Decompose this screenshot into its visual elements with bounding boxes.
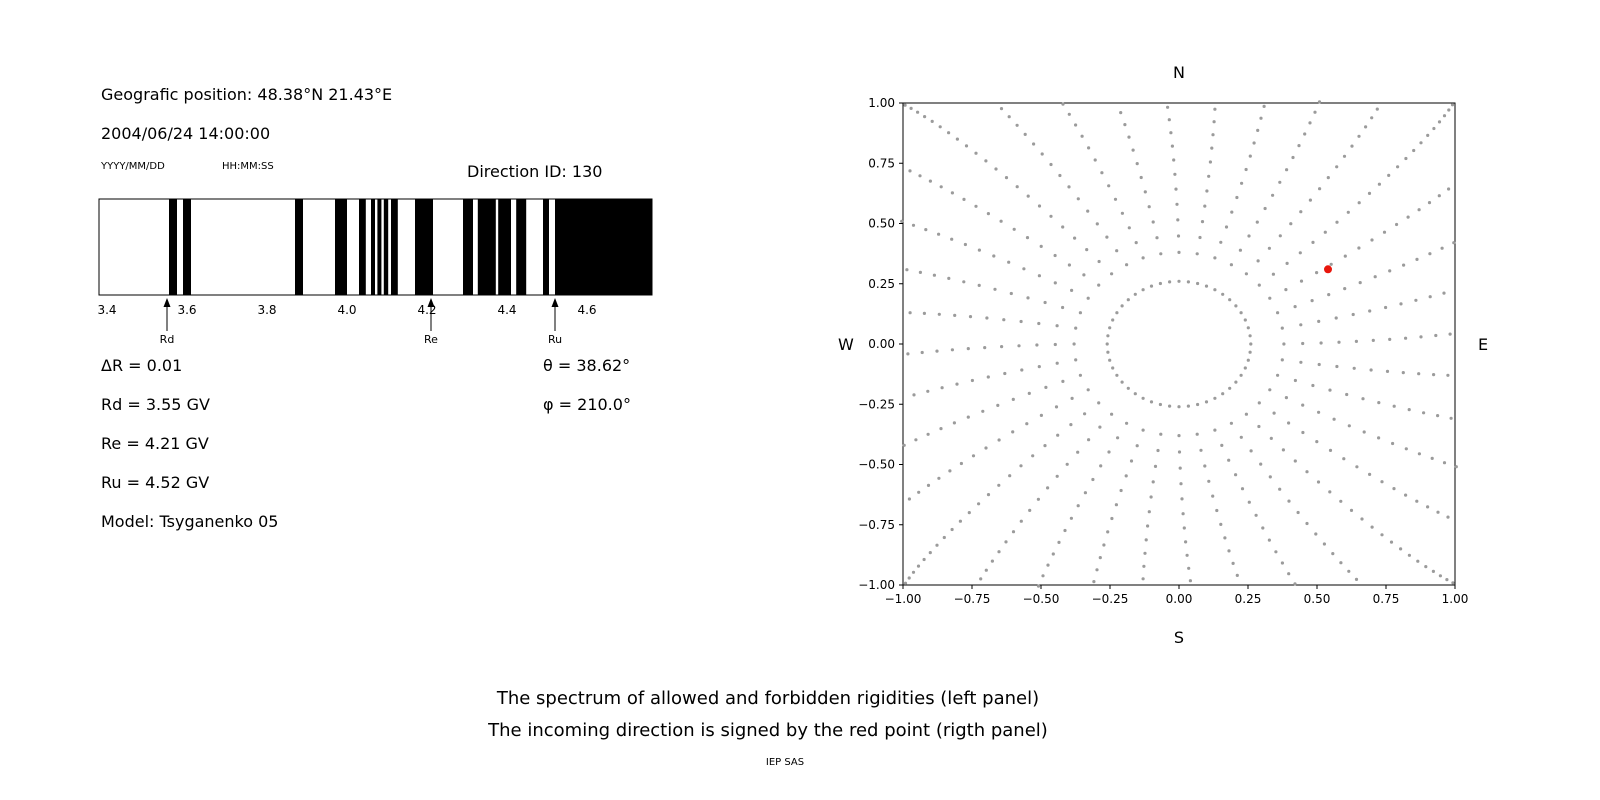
caption-line-2: The incoming direction is signed by the … [488,720,1048,741]
svg-text:3.4: 3.4 [97,303,116,317]
svg-text:−0.75: −0.75 [954,592,991,606]
red-point [1324,265,1332,274]
compass-west-label: W [838,335,854,354]
param-model: Model: Tsyganenko 05 [101,512,279,531]
svg-text:0.50: 0.50 [868,217,895,231]
datetime-label: 2004/06/24 14:00:00 [101,124,271,143]
svg-text:0.50: 0.50 [1304,592,1331,606]
svg-text:0.25: 0.25 [1235,592,1262,606]
svg-text:−0.75: −0.75 [858,518,895,532]
compass-north-label: N [1173,63,1185,82]
svg-text:−1.00: −1.00 [858,578,895,592]
param-ru: Ru = 4.52 GV [101,473,210,492]
svg-text:0.75: 0.75 [1373,592,1400,606]
param-phi: φ = 210.0° [543,395,631,414]
svg-text:1.00: 1.00 [1442,592,1469,606]
svg-text:−1.00: −1.00 [885,592,922,606]
rigidity-spectrum-plot: 3.4 3.6 3.8 4.0 4.2 4.4 4.6Rd Re Ru [97,198,653,346]
param-delta-r: ΔR = 0.01 [101,356,183,375]
direction-map-plot: −1.00−1.00 −0.75 −0.75 −0.50 −0.50 −0.25 −0.25… [838,63,1488,647]
param-rd: Rd = 3.55 GV [101,395,210,414]
svg-text:0.75: 0.75 [868,156,895,170]
direction-id-label: Direction ID: 130 [467,162,603,181]
svg-text:−0.25: −0.25 [858,397,895,411]
time-format-label: HH:MM:SS [222,161,274,172]
svg-text:Rd: Rd [160,333,175,346]
svg-text:Ru: Ru [548,333,562,346]
caption-line-1: The spectrum of allowed and forbidden ri… [496,688,1040,709]
svg-text:1.00: 1.00 [868,96,895,110]
svg-text:4.6: 4.6 [577,303,596,317]
svg-text:4.4: 4.4 [497,303,516,317]
svg-text:−0.50: −0.50 [1023,592,1060,606]
param-re: Re = 4.21 GV [101,434,209,453]
svg-text:4.0: 4.0 [337,303,356,317]
param-theta: θ = 38.62° [543,356,631,375]
svg-text:Re: Re [424,333,438,346]
compass-south-label: S [1174,628,1184,647]
date-format-label: YYYY/MM/DD [101,161,165,172]
svg-text:−0.25: −0.25 [1092,592,1129,606]
credit-label: IEP SAS [765,757,805,768]
svg-text:0.00: 0.00 [868,337,895,351]
svg-text:0.25: 0.25 [868,277,895,291]
geo-position-label: Geografic position: 48.38°N 21.43°E [101,85,393,104]
svg-text:−0.50: −0.50 [858,458,895,472]
svg-text:0.00: 0.00 [1166,592,1193,606]
compass-east-label: E [1478,335,1488,354]
svg-text:3.6: 3.6 [177,303,196,317]
svg-text:3.8: 3.8 [257,303,276,317]
